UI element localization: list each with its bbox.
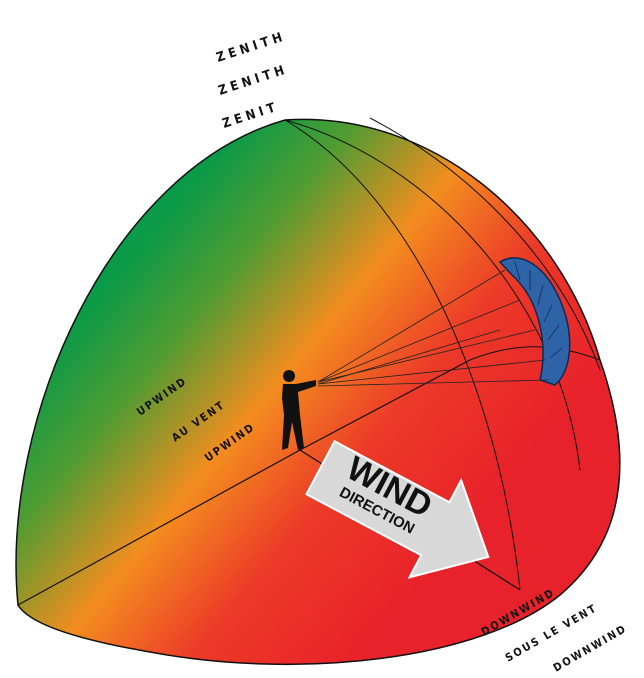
rider-body [282,380,316,450]
kite-ribs [514,261,563,359]
meridian [369,117,601,371]
meridian [284,119,521,591]
kite-canopy [498,257,571,386]
rider-head [283,370,295,382]
meridian [284,119,581,471]
zenith-labels: ZENITH ZENITH ZENIT [215,29,290,132]
rider [282,370,316,450]
arrow-shape [305,439,490,579]
zenith-label: ZENITH [217,62,290,99]
zenith-label: ZENITH [215,29,288,66]
kite [317,257,571,387]
dome [15,118,621,666]
wind-window [15,117,621,666]
parallel [469,346,601,361]
kite-lines [317,269,549,387]
